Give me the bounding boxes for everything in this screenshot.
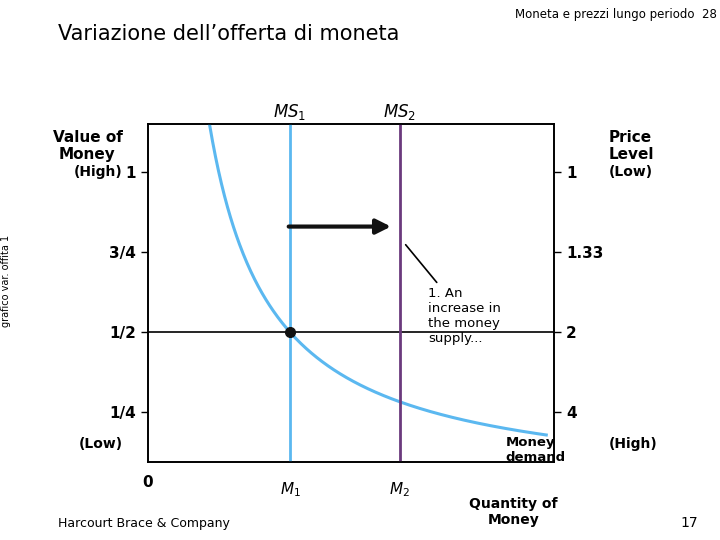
Text: (Low): (Low) <box>78 437 122 451</box>
Text: $\mathit{MS}_1$: $\mathit{MS}_1$ <box>274 102 307 122</box>
Text: Variazione dell’offerta di moneta: Variazione dell’offerta di moneta <box>58 24 399 44</box>
Text: $\mathit{MS}_2$: $\mathit{MS}_2$ <box>383 102 416 122</box>
Text: $\mathit{M}_2$: $\mathit{M}_2$ <box>390 481 410 500</box>
Text: Quantity of
Money: Quantity of Money <box>469 497 558 527</box>
Text: (High): (High) <box>73 165 122 179</box>
Text: 0: 0 <box>143 475 153 490</box>
Text: Money
demand: Money demand <box>505 436 566 464</box>
Text: $\mathit{M}_1$: $\mathit{M}_1$ <box>279 481 300 500</box>
Text: 1. An
increase in
the money
supply...: 1. An increase in the money supply... <box>405 245 501 346</box>
Text: grafico var. offita 1: grafico var. offita 1 <box>1 235 11 327</box>
Text: Moneta e prezzi lungo periodo  28: Moneta e prezzi lungo periodo 28 <box>515 8 716 21</box>
Text: (High): (High) <box>608 437 657 451</box>
Text: (Low): (Low) <box>608 165 652 179</box>
Text: 17: 17 <box>681 516 698 530</box>
Text: Price
Level: Price Level <box>608 130 654 162</box>
Text: Value of
Money: Value of Money <box>53 130 122 162</box>
Text: Harcourt Brace & Company: Harcourt Brace & Company <box>58 517 230 530</box>
